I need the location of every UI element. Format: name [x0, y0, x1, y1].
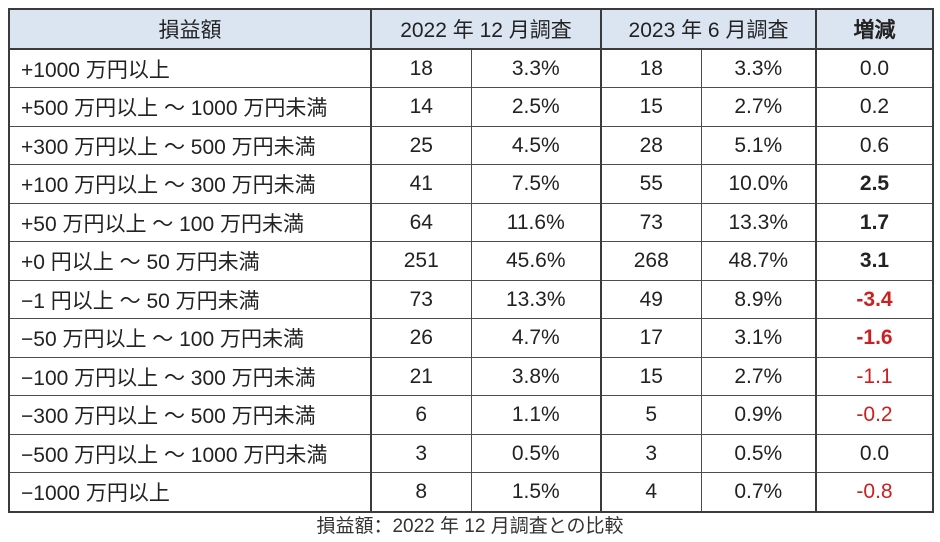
percent-2023-cell: 2.7% — [700, 356, 817, 397]
percent-2022-cell: 45.6% — [470, 241, 602, 281]
table-row: −1 円以上 ～ 50 万円未満 73 13.3% 49 8.9% -3.4 — [8, 279, 934, 320]
count-2023-cell: 15 — [600, 87, 702, 127]
percent-2022-cell: 3.3% — [470, 48, 602, 89]
count-2023-cell: 18 — [600, 48, 702, 89]
count-2023-cell: 28 — [600, 125, 702, 166]
count-2023-cell: 268 — [600, 241, 702, 281]
count-2023-cell: 3 — [600, 433, 702, 474]
header-group-2022: 2022 年 12 月調査 — [370, 8, 602, 50]
row-label-cell: +0 円以上 ～ 50 万円未満 — [8, 241, 372, 281]
count-2022-cell: 18 — [370, 48, 472, 89]
row-label-cell: −1000 万円以上 — [8, 472, 372, 513]
percent-2023-cell: 3.3% — [700, 48, 817, 89]
count-2023-cell: 55 — [600, 164, 702, 204]
count-2022-cell: 21 — [370, 356, 472, 397]
count-2022-cell: 73 — [370, 279, 472, 320]
percent-2023-cell: 0.5% — [700, 433, 817, 474]
profit-loss-table: 損益額 2022 年 12 月調査 2023 年 6 月調査 増減 +1000 … — [8, 8, 934, 513]
percent-2022-cell: 1.5% — [470, 472, 602, 513]
count-2023-cell: 5 — [600, 395, 702, 435]
count-2023-cell: 49 — [600, 279, 702, 320]
percent-2023-cell: 48.7% — [700, 241, 817, 281]
percent-2022-cell: 7.5% — [470, 164, 602, 204]
count-2023-cell: 73 — [600, 202, 702, 243]
row-label-cell: −300 万円以上 ～ 500 万円未満 — [8, 395, 372, 435]
row-label-cell: −50 万円以上 ～ 100 万円未満 — [8, 318, 372, 358]
count-2022-cell: 41 — [370, 164, 472, 204]
diff-cell: 2.5 — [815, 164, 934, 204]
row-label-cell: +300 万円以上 ～ 500 万円未満 — [8, 125, 372, 166]
count-2023-cell: 15 — [600, 356, 702, 397]
count-2023-cell: 4 — [600, 472, 702, 513]
row-label-cell: +1000 万円以上 — [8, 48, 372, 89]
table-row: −1000 万円以上 8 1.5% 4 0.7% -0.8 — [8, 472, 934, 513]
table-row: +0 円以上 ～ 50 万円未満 251 45.6% 268 48.7% 3.1 — [8, 241, 934, 281]
percent-2023-cell: 8.9% — [700, 279, 817, 320]
header-diff-col: 増減 — [815, 8, 934, 50]
diff-cell: 0.2 — [815, 87, 934, 127]
percent-2022-cell: 4.5% — [470, 125, 602, 166]
count-2022-cell: 14 — [370, 87, 472, 127]
row-label-cell: +100 万円以上 ～ 300 万円未満 — [8, 164, 372, 204]
percent-2022-cell: 1.1% — [470, 395, 602, 435]
diff-cell: 1.7 — [815, 202, 934, 243]
table-row: +500 万円以上 ～ 1000 万円未満 14 2.5% 15 2.7% 0.… — [8, 87, 934, 127]
diff-cell: -1.6 — [815, 318, 934, 358]
percent-2023-cell: 0.7% — [700, 472, 817, 513]
count-2023-cell: 17 — [600, 318, 702, 358]
diff-cell: -0.2 — [815, 395, 934, 435]
diff-cell: 0.6 — [815, 125, 934, 166]
count-2022-cell: 64 — [370, 202, 472, 243]
percent-2022-cell: 0.5% — [470, 433, 602, 474]
count-2022-cell: 8 — [370, 472, 472, 513]
count-2022-cell: 6 — [370, 395, 472, 435]
row-label-cell: −1 円以上 ～ 50 万円未満 — [8, 279, 372, 320]
percent-2022-cell: 13.3% — [470, 279, 602, 320]
header-group-2023: 2023 年 6 月調査 — [600, 8, 817, 50]
header-label-col: 損益額 — [8, 8, 372, 50]
diff-cell: -0.8 — [815, 472, 934, 513]
percent-2022-cell: 2.5% — [470, 87, 602, 127]
percent-2023-cell: 0.9% — [700, 395, 817, 435]
diff-cell: 3.1 — [815, 241, 934, 281]
percent-2023-cell: 10.0% — [700, 164, 817, 204]
table-row: +1000 万円以上 18 3.3% 18 3.3% 0.0 — [8, 48, 934, 89]
table-caption: 損益額：2022 年 12 月調査との比較 — [316, 516, 624, 537]
count-2022-cell: 25 — [370, 125, 472, 166]
table-row: −100 万円以上 ～ 300 万円未満 21 3.8% 15 2.7% -1.… — [8, 356, 934, 397]
diff-cell: -1.1 — [815, 356, 934, 397]
row-label-cell: +50 万円以上 ～ 100 万円未満 — [8, 202, 372, 243]
percent-2023-cell: 13.3% — [700, 202, 817, 243]
table-row: +50 万円以上 ～ 100 万円未満 64 11.6% 73 13.3% 1.… — [8, 202, 934, 243]
diff-cell: -3.4 — [815, 279, 934, 320]
percent-2023-cell: 2.7% — [700, 87, 817, 127]
percent-2023-cell: 3.1% — [700, 318, 817, 358]
percent-2022-cell: 11.6% — [470, 202, 602, 243]
count-2022-cell: 26 — [370, 318, 472, 358]
percent-2022-cell: 3.8% — [470, 356, 602, 397]
diff-cell: 0.0 — [815, 48, 934, 89]
table-row: −50 万円以上 ～ 100 万円未満 26 4.7% 17 3.1% -1.6 — [8, 318, 934, 358]
table-row: +300 万円以上 ～ 500 万円未満 25 4.5% 28 5.1% 0.6 — [8, 125, 934, 166]
table-row: +100 万円以上 ～ 300 万円未満 41 7.5% 55 10.0% 2.… — [8, 164, 934, 204]
table-header-row: 損益額 2022 年 12 月調査 2023 年 6 月調査 増減 — [8, 8, 934, 50]
table-row: −300 万円以上 ～ 500 万円未満 6 1.1% 5 0.9% -0.2 — [8, 395, 934, 435]
count-2022-cell: 251 — [370, 241, 472, 281]
row-label-cell: −500 万円以上 ～ 1000 万円未満 — [8, 433, 372, 474]
percent-2023-cell: 5.1% — [700, 125, 817, 166]
diff-cell: 0.0 — [815, 433, 934, 474]
table-row: −500 万円以上 ～ 1000 万円未満 3 0.5% 3 0.5% 0.0 — [8, 433, 934, 474]
percent-2022-cell: 4.7% — [470, 318, 602, 358]
count-2022-cell: 3 — [370, 433, 472, 474]
row-label-cell: −100 万円以上 ～ 300 万円未満 — [8, 356, 372, 397]
row-label-cell: +500 万円以上 ～ 1000 万円未満 — [8, 87, 372, 127]
